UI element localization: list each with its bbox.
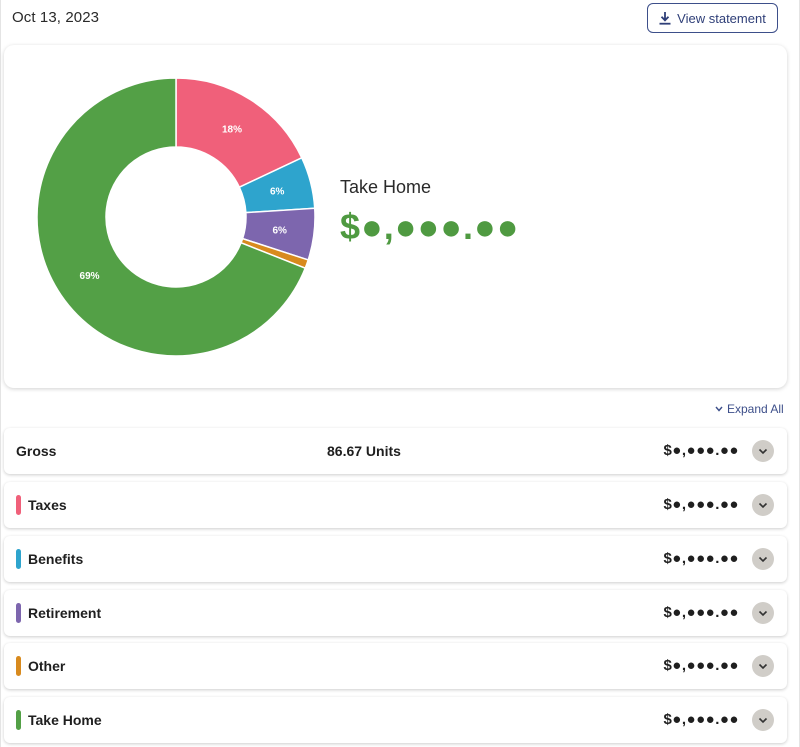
donut-chart: 18% 6% 6% 69% (36, 77, 316, 357)
expand-all-link[interactable]: Expand All (715, 402, 784, 416)
expand-row-button[interactable] (752, 602, 774, 624)
view-statement-label: View statement (677, 10, 766, 26)
breakdown-row-take-home[interactable]: Take Home $●,●●●.●● (4, 697, 787, 743)
chevron-down-icon (758, 448, 768, 454)
expand-all-label: Expand All (727, 402, 784, 416)
breakdown-row-gross[interactable]: Gross 86.67 Units $●,●●●.●● (4, 428, 787, 474)
row-amount: $●,●●●.●● (663, 550, 739, 567)
row-label: Other (28, 658, 66, 674)
row-label: Retirement (28, 605, 102, 621)
slice-label-take-home: 69% (80, 271, 100, 282)
row-units: 86.67 Units (327, 443, 401, 459)
row-amount: $●,●●●.●● (663, 496, 739, 513)
row-amount: $●,●●●.●● (663, 711, 739, 728)
chevron-down-icon (715, 406, 723, 412)
breakdown-row-benefits[interactable]: Benefits $●,●●●.●● (4, 536, 787, 582)
take-home-title: Take Home (340, 177, 432, 197)
category-color-bar (16, 710, 21, 730)
view-statement-button[interactable]: View statement (647, 3, 778, 33)
category-color-bar (16, 656, 21, 676)
category-color-bar (16, 603, 21, 623)
expand-row-button[interactable] (752, 494, 774, 516)
expand-row-button[interactable] (752, 440, 774, 462)
slice-taxes[interactable] (175, 77, 303, 189)
chevron-down-icon (758, 502, 768, 508)
take-home-amount: $●,●●●.●● (340, 206, 520, 247)
row-amount: $●,●●●.●● (663, 442, 739, 459)
chevron-down-icon (758, 663, 768, 669)
expand-row-button[interactable] (752, 655, 774, 677)
expand-row-button[interactable] (752, 548, 774, 570)
expand-row-button[interactable] (752, 709, 774, 731)
row-label: Benefits (28, 551, 84, 567)
row-label: Gross (16, 443, 57, 459)
chevron-down-icon (758, 717, 768, 723)
slice-label-benefits: 6% (270, 187, 285, 198)
row-label: Take Home (28, 712, 102, 728)
breakdown-row-retirement[interactable]: Retirement $●,●●●.●● (4, 590, 787, 636)
slice-take-home[interactable] (36, 77, 307, 357)
chevron-down-icon (758, 610, 768, 616)
take-home-summary: Take Home $●,●●●.●● (340, 177, 520, 248)
pay-date: Oct 13, 2023 (12, 9, 100, 26)
breakdown-row-taxes[interactable]: Taxes $●,●●●.●● (4, 482, 787, 528)
category-color-bar (16, 549, 21, 569)
chart-card: 18% 6% 6% 69% Take Home $●,●●●.●● (4, 45, 787, 388)
breakdown-row-other[interactable]: Other $●,●●●.●● (4, 643, 787, 689)
header: Oct 13, 2023 View statement (0, 0, 800, 40)
slice-label-taxes: 18% (222, 124, 242, 135)
row-amount: $●,●●●.●● (663, 657, 739, 674)
category-color-bar (16, 495, 21, 515)
chevron-down-icon (758, 556, 768, 562)
row-label: Taxes (28, 497, 67, 513)
slice-label-retirement: 6% (272, 226, 287, 237)
download-icon (659, 11, 671, 25)
row-amount: $●,●●●.●● (663, 604, 739, 621)
